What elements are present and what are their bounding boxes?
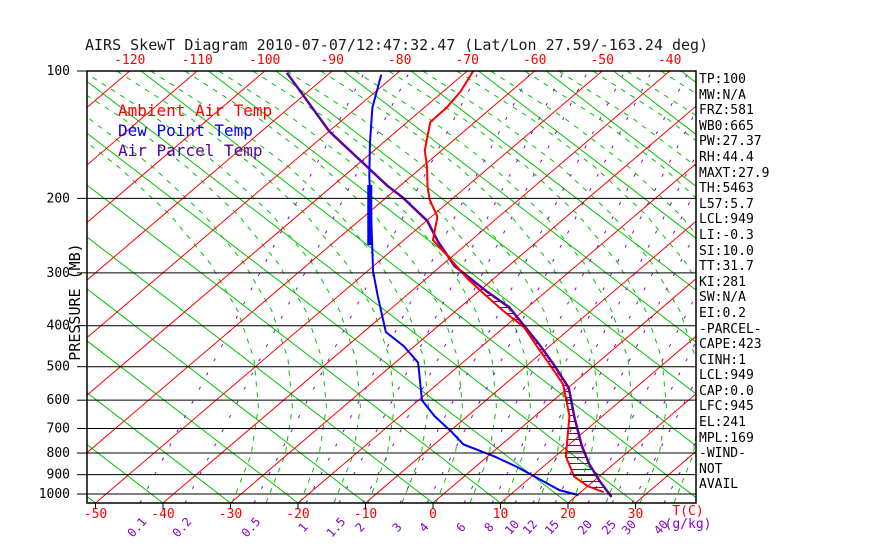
temp-label-top: -90 (320, 53, 343, 68)
stat-line: MW:N/A (699, 87, 746, 103)
mixing-ratio-label: 1 (295, 520, 310, 535)
temp-label-bottom: -10 (354, 507, 377, 522)
stat-line: MPL:169 (699, 430, 754, 446)
pressure-label: 1000 (39, 487, 70, 502)
mixing-ratio-label: 15 (542, 517, 562, 537)
stat-line: L57:5.7 (699, 196, 754, 212)
temp-label-top: -60 (523, 53, 546, 68)
pressure-label: 600 (47, 393, 70, 408)
chart-title: AIRS SkewT Diagram 2010-07-07/12:47:32.4… (85, 36, 709, 54)
temp-label-top: -120 (114, 53, 145, 68)
temp-label-top: -70 (455, 53, 478, 68)
cape-hatch-area (445, 252, 605, 488)
mixing-ratio-label: 0.1 (125, 515, 150, 540)
mixing-ratio-label: 25 (599, 517, 619, 537)
stat-line: SI:10.0 (699, 243, 754, 259)
stat-line: AVAIL (699, 477, 739, 493)
temp-unit-label: T(C) (672, 504, 703, 519)
pressure-label: 300 (47, 266, 70, 281)
pressure-label: 700 (47, 422, 70, 437)
stat-line: SW:N/A (699, 290, 746, 306)
stat-line: FRZ:581 (699, 103, 754, 119)
pressure-label: 400 (47, 319, 70, 334)
mixing-ratio-label: 8 (481, 520, 496, 535)
temp-label-bottom: 0 (429, 507, 437, 522)
mixing-ratio-label: 4 (416, 520, 431, 535)
temp-label-top: -100 (249, 53, 280, 68)
pressure-label: 800 (47, 446, 70, 461)
stat-line: -WIND- (699, 446, 746, 462)
stat-line: CAPE:423 (699, 337, 762, 353)
mixing-ratio-label: 0.5 (239, 515, 264, 540)
stat-line: -PARCEL- (699, 321, 762, 337)
mixing-ratio-label: 2 (352, 520, 367, 535)
pressure-label: 100 (47, 64, 70, 79)
mixing-ratio-unit-label: (g/kg) (665, 517, 712, 532)
pressure-label: 200 (47, 191, 70, 206)
temp-label-bottom: 30 (628, 507, 644, 522)
stat-line: MAXT:27.9 (699, 165, 770, 181)
mixing-ratio-label: 20 (575, 517, 595, 537)
stat-line: EL:241 (699, 415, 746, 431)
mixing-ratio-label: 1.5 (324, 515, 349, 540)
stat-line: RH:44.4 (699, 149, 754, 165)
mixing-ratio-label: 12 (520, 517, 540, 537)
temp-label-bottom: -20 (286, 507, 309, 522)
mixing-ratio-lines (139, 71, 696, 503)
parcel-temp-curve (285, 72, 613, 498)
temp-label-bottom: -30 (219, 507, 242, 522)
stat-line: NOT (699, 461, 723, 477)
stat-line: CAP:0.0 (699, 383, 754, 399)
stat-line: TP:100 (699, 72, 746, 87)
dew-point-curve (368, 74, 579, 497)
stat-line: LCL:949 (699, 212, 754, 228)
sounding-indices-panel: TP:100 MW:N/A FRZ:581 WB0:665 PW:27.37 RH:44.… (699, 72, 769, 493)
ambient-temp-curve (423, 71, 604, 494)
stat-line: TH:5463 (699, 181, 754, 197)
temp-label-top: -50 (590, 53, 613, 68)
pressure-axis-title: PRESSURE (MB) (66, 243, 84, 361)
pressure-label: 500 (47, 360, 70, 375)
stat-line: LCL:949 (699, 368, 754, 384)
stat-line: CINH:1 (699, 352, 746, 368)
stat-line: LI:-0.3 (699, 227, 754, 243)
legend-parcel-temp: Air Parcel Temp (118, 141, 263, 160)
temp-label-top: -40 (658, 53, 681, 68)
plot-frame (86, 70, 697, 504)
stat-line: TT:31.7 (699, 259, 754, 275)
temp-label-top: -80 (388, 53, 411, 68)
stat-line: KI:281 (699, 274, 746, 290)
isotherm-lines (87, 71, 696, 503)
temp-label-bottom: -50 (84, 507, 107, 522)
temp-label-bottom: 20 (560, 507, 576, 522)
stat-line: WB0:665 (699, 118, 754, 134)
stat-line: EI:0.2 (699, 305, 746, 321)
legend: Ambient Air Temp Dew Point Temp Air Parc… (118, 101, 272, 161)
temp-label-top: -110 (182, 53, 213, 68)
legend-dew-point: Dew Point Temp (118, 121, 253, 140)
pressure-gridlines (77, 70, 696, 495)
temp-label-bottom: 10 (493, 507, 509, 522)
stat-line: LFC:945 (699, 399, 754, 415)
pressure-label: 900 (47, 468, 70, 483)
mixing-ratio-label: 3 (389, 520, 404, 535)
legend-ambient-temp: Ambient Air Temp (118, 101, 273, 120)
temp-label-bottom: -40 (151, 507, 174, 522)
stat-line: PW:27.37 (699, 134, 762, 150)
plot-area (87, 71, 696, 503)
mixing-ratio-label: 6 (453, 520, 468, 535)
